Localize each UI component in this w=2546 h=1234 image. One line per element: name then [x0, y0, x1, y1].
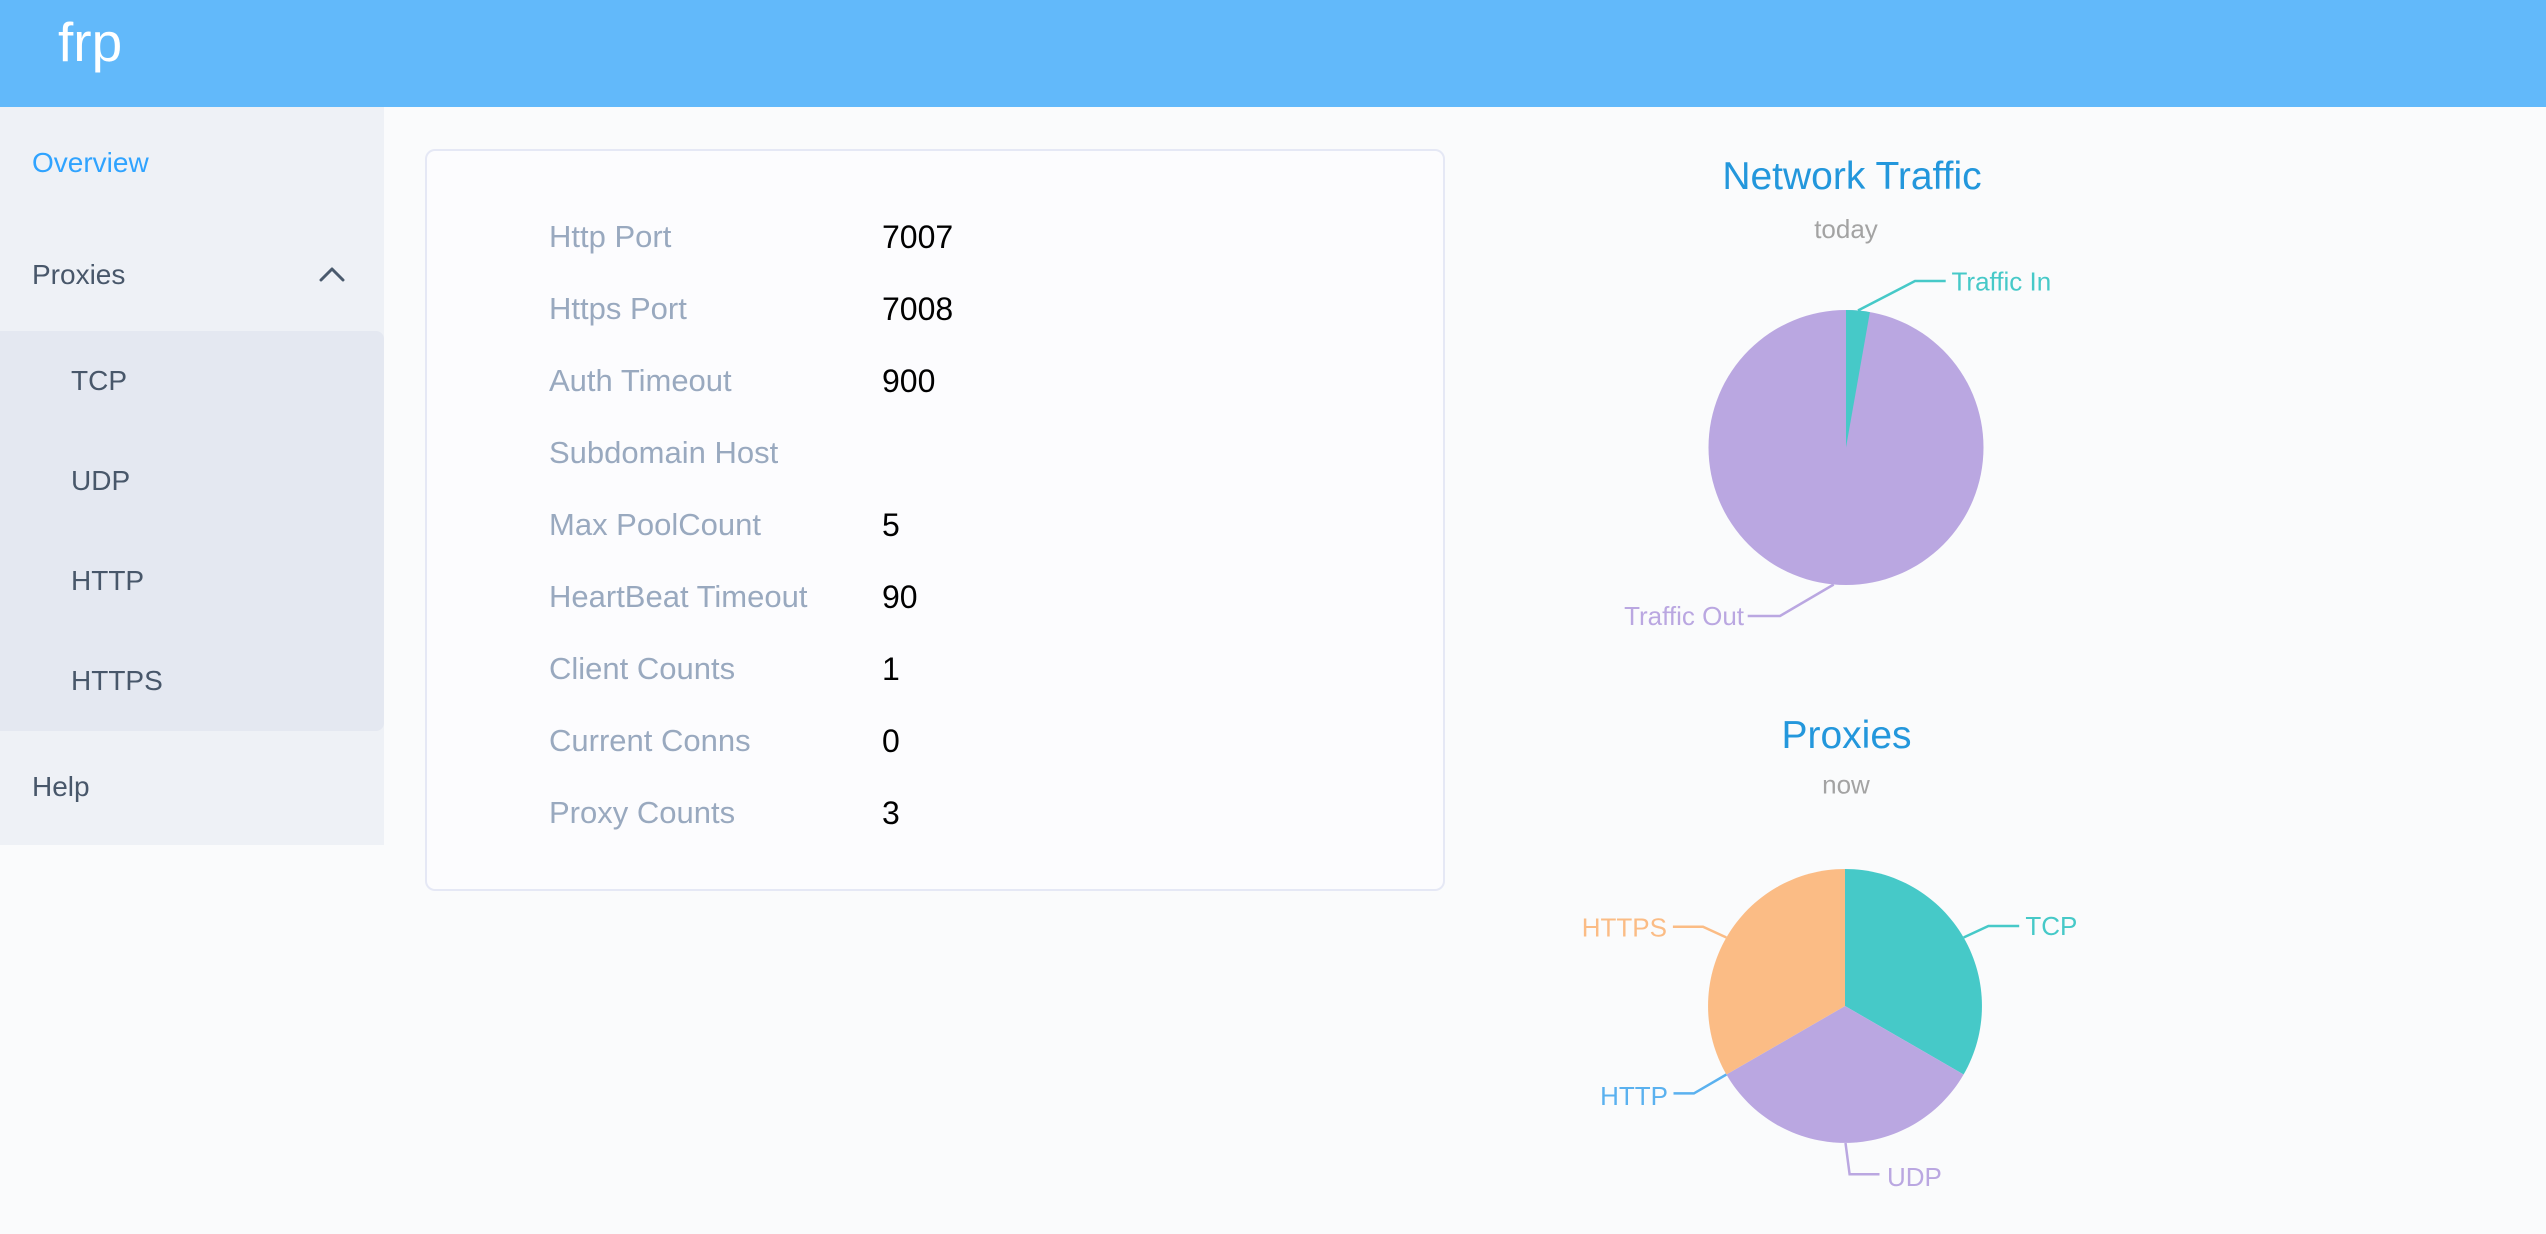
svg-text:Network Traffic: Network Traffic	[1722, 155, 1981, 198]
svg-text:Traffic Out: Traffic Out	[1624, 601, 1745, 631]
svg-text:now: now	[1822, 770, 1870, 800]
svg-text:today: today	[1814, 214, 1878, 244]
svg-text:UDP: UDP	[1887, 1162, 1942, 1192]
svg-text:HTTPS: HTTPS	[1582, 913, 1667, 943]
svg-text:TCP: TCP	[2025, 911, 2077, 941]
svg-text:Traffic In: Traffic In	[1952, 267, 2052, 297]
svg-text:Proxies: Proxies	[1781, 714, 1911, 757]
svg-text:HTTP: HTTP	[1600, 1081, 1668, 1111]
